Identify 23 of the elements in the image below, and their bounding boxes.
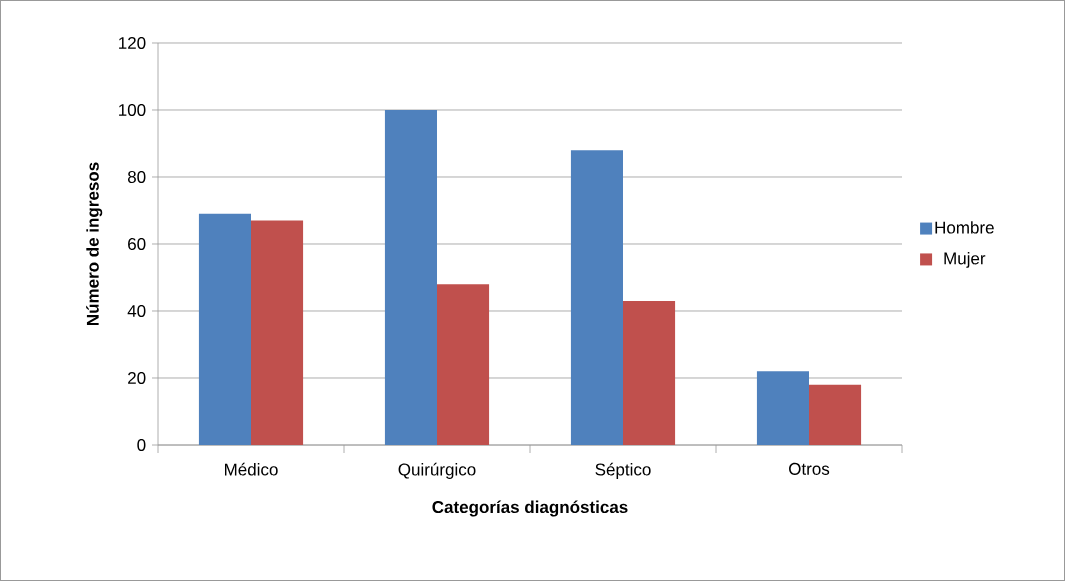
y-tick-label: 20	[128, 371, 146, 385]
bar	[384, 110, 437, 445]
bar	[437, 284, 490, 445]
legend-label: Mujer	[944, 252, 986, 268]
y-tick-label: 100	[119, 103, 146, 117]
bar	[623, 300, 676, 445]
bar	[570, 150, 623, 445]
bar	[198, 213, 251, 445]
x-tick-label: Quirúrgico	[398, 462, 476, 479]
y-tick-label: 0	[137, 438, 146, 452]
y-tick-label: 40	[127, 304, 146, 318]
legend-label: Hombre	[935, 221, 994, 234]
x-tick-label: Otros	[789, 462, 830, 475]
x-tick-label: Médico	[225, 462, 278, 476]
y-tick-label: 80	[127, 170, 146, 184]
y-axis-title: Número de ingresos	[86, 162, 103, 326]
x-axis-title: Categorías diagnósticas	[432, 500, 628, 517]
bar	[251, 220, 304, 445]
x-tick-label: Séptico	[595, 462, 651, 479]
y-tick-label: 120	[119, 36, 146, 50]
bar	[809, 384, 862, 445]
bar	[756, 371, 809, 445]
y-tick-label: 60	[128, 237, 146, 251]
